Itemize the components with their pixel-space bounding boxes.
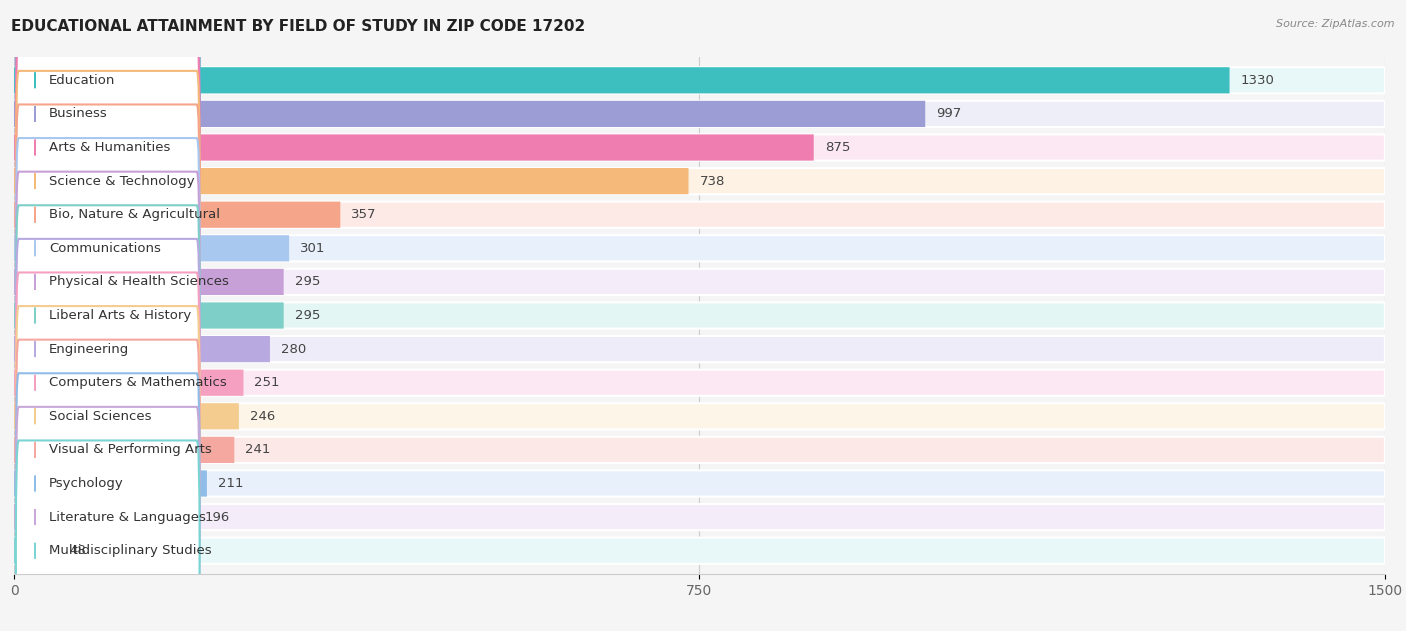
FancyBboxPatch shape: [14, 470, 1385, 497]
Text: Business: Business: [49, 107, 107, 121]
FancyBboxPatch shape: [15, 71, 200, 292]
FancyBboxPatch shape: [14, 336, 270, 362]
FancyBboxPatch shape: [15, 172, 200, 392]
Text: Visual & Performing Arts: Visual & Performing Arts: [49, 444, 211, 456]
Text: 738: 738: [700, 175, 725, 187]
Text: 251: 251: [254, 376, 280, 389]
FancyBboxPatch shape: [15, 374, 200, 594]
FancyBboxPatch shape: [14, 134, 1385, 161]
FancyBboxPatch shape: [14, 302, 1385, 329]
Text: 295: 295: [295, 309, 321, 322]
FancyBboxPatch shape: [14, 168, 1385, 194]
FancyBboxPatch shape: [14, 101, 925, 127]
FancyBboxPatch shape: [15, 273, 200, 493]
Text: 295: 295: [295, 275, 321, 288]
Text: Source: ZipAtlas.com: Source: ZipAtlas.com: [1277, 19, 1395, 29]
FancyBboxPatch shape: [14, 134, 814, 161]
FancyBboxPatch shape: [14, 370, 1385, 396]
FancyBboxPatch shape: [14, 336, 1385, 362]
Text: 875: 875: [825, 141, 851, 154]
FancyBboxPatch shape: [15, 37, 200, 257]
FancyBboxPatch shape: [15, 306, 200, 526]
Text: 301: 301: [299, 242, 325, 255]
FancyBboxPatch shape: [14, 504, 1385, 530]
FancyBboxPatch shape: [14, 201, 1385, 228]
FancyBboxPatch shape: [14, 437, 1385, 463]
FancyBboxPatch shape: [14, 403, 239, 430]
Text: Engineering: Engineering: [49, 343, 129, 356]
FancyBboxPatch shape: [14, 269, 1385, 295]
FancyBboxPatch shape: [14, 101, 1385, 127]
Text: Psychology: Psychology: [49, 477, 124, 490]
FancyBboxPatch shape: [14, 269, 284, 295]
Text: EDUCATIONAL ATTAINMENT BY FIELD OF STUDY IN ZIP CODE 17202: EDUCATIONAL ATTAINMENT BY FIELD OF STUDY…: [11, 19, 585, 34]
Text: Computers & Mathematics: Computers & Mathematics: [49, 376, 226, 389]
Text: Literature & Languages: Literature & Languages: [49, 510, 205, 524]
FancyBboxPatch shape: [14, 235, 1385, 261]
Text: Arts & Humanities: Arts & Humanities: [49, 141, 170, 154]
Text: 241: 241: [245, 444, 270, 456]
Text: 246: 246: [250, 410, 276, 423]
FancyBboxPatch shape: [14, 168, 689, 194]
Text: Multidisciplinary Studies: Multidisciplinary Studies: [49, 544, 211, 557]
Text: 997: 997: [936, 107, 962, 121]
Text: 357: 357: [352, 208, 377, 221]
Text: Physical & Health Sciences: Physical & Health Sciences: [49, 275, 229, 288]
FancyBboxPatch shape: [15, 239, 200, 459]
FancyBboxPatch shape: [14, 68, 1385, 93]
Text: 1330: 1330: [1240, 74, 1274, 87]
Text: Liberal Arts & History: Liberal Arts & History: [49, 309, 191, 322]
FancyBboxPatch shape: [15, 105, 200, 325]
Text: 196: 196: [204, 510, 229, 524]
FancyBboxPatch shape: [14, 437, 235, 463]
FancyBboxPatch shape: [14, 403, 1385, 430]
Text: Education: Education: [49, 74, 115, 87]
FancyBboxPatch shape: [15, 138, 200, 358]
FancyBboxPatch shape: [14, 302, 284, 329]
FancyBboxPatch shape: [15, 0, 200, 191]
Text: 211: 211: [218, 477, 243, 490]
FancyBboxPatch shape: [14, 201, 340, 228]
FancyBboxPatch shape: [14, 538, 1385, 563]
FancyBboxPatch shape: [14, 68, 1229, 93]
FancyBboxPatch shape: [14, 538, 58, 563]
FancyBboxPatch shape: [15, 205, 200, 426]
Text: 280: 280: [281, 343, 307, 356]
FancyBboxPatch shape: [14, 470, 207, 497]
FancyBboxPatch shape: [14, 235, 290, 261]
Text: Science & Technology: Science & Technology: [49, 175, 194, 187]
Text: 48: 48: [69, 544, 86, 557]
FancyBboxPatch shape: [15, 339, 200, 560]
FancyBboxPatch shape: [15, 4, 200, 224]
FancyBboxPatch shape: [15, 440, 200, 631]
FancyBboxPatch shape: [14, 370, 243, 396]
FancyBboxPatch shape: [14, 504, 193, 530]
Text: Social Sciences: Social Sciences: [49, 410, 152, 423]
Text: Bio, Nature & Agricultural: Bio, Nature & Agricultural: [49, 208, 219, 221]
Text: Communications: Communications: [49, 242, 160, 255]
FancyBboxPatch shape: [15, 407, 200, 627]
